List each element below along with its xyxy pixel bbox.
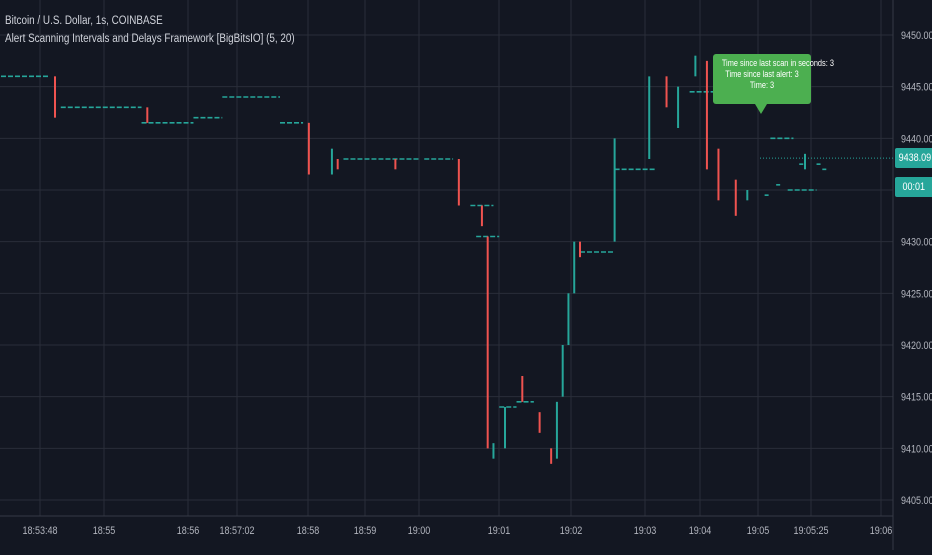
last-price-tag: 9438.09	[895, 148, 932, 168]
x-tick-label: 18:58	[297, 525, 320, 537]
x-tick-label: 18:53:48	[22, 525, 57, 537]
x-tick-label: 19:00	[408, 525, 431, 537]
x-tick-label: 19:04	[689, 525, 712, 537]
x-tick-label: 19:02	[560, 525, 583, 537]
bar-countdown-tag: 00:01	[895, 177, 932, 197]
y-tick-label: 9420.00	[901, 340, 932, 352]
y-tick-label: 9410.00	[901, 444, 932, 456]
y-tick-label: 9415.00	[901, 392, 932, 404]
tooltip-scan-time: Time since last scan in seconds: 3	[721, 58, 834, 68]
x-tick-label: 18:55	[93, 525, 116, 537]
x-tick-label: 19:03	[634, 525, 657, 537]
y-tick-label: 9450.00	[901, 30, 932, 42]
y-tick-label: 9425.00	[901, 289, 932, 301]
y-tick-label: 9440.00	[901, 134, 932, 146]
x-tick-label: 18:56	[177, 525, 200, 537]
alert-tooltip: Time since last scan in seconds: 3 Time …	[713, 54, 834, 114]
x-tick-label: 19:05:25	[793, 525, 828, 537]
symbol-title[interactable]: Bitcoin / U.S. Dollar, 1s, COINBASE	[5, 15, 163, 27]
y-tick-label: 9430.00	[901, 237, 932, 249]
x-tick-label: 18:59	[354, 525, 377, 537]
y-tick-label: 9405.00	[901, 495, 932, 507]
tooltip-pointer	[755, 104, 767, 114]
x-tick-label: 19:05	[747, 525, 770, 537]
tooltip-alert-time: Time since last alert: 3	[725, 69, 799, 79]
indicator-title[interactable]: Alert Scanning Intervals and Delays Fram…	[5, 33, 295, 45]
x-tick-label: 18:57:02	[219, 525, 254, 537]
chart-legend: Bitcoin / U.S. Dollar, 1s, COINBASE Aler…	[5, 12, 295, 48]
x-tick-label: 19:06	[870, 525, 893, 537]
y-tick-label: 9445.00	[901, 82, 932, 94]
tooltip-time: Time: 3	[749, 80, 775, 90]
x-tick-label: 19:01	[488, 525, 511, 537]
